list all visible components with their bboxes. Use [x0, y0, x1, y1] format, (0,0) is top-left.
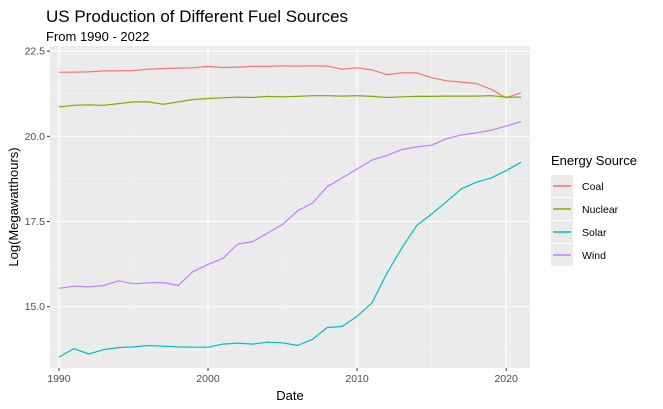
series-line-coal [58, 65, 522, 99]
gridlines [50, 46, 530, 368]
series-line-solar [58, 161, 522, 358]
x-tick-label: 2010 [345, 373, 369, 385]
chart-subtitle: From 1990 - 2022 [46, 29, 149, 44]
x-tick-label: 2020 [494, 373, 518, 385]
series-line-wind [58, 121, 522, 289]
x-axis-title: Date [276, 388, 303, 403]
chart-title: US Production of Different Fuel Sources [46, 7, 348, 26]
legend-label-nuclear: Nuclear [582, 204, 619, 216]
series-lines [58, 65, 522, 358]
x-tick-label: 1990 [47, 373, 71, 385]
y-tick-label: 17.5 [25, 216, 46, 228]
y-tick-label: 22.5 [25, 46, 46, 58]
legend-title: Energy Source [551, 153, 637, 168]
legend-label-wind: Wind [582, 250, 606, 262]
axis-ticks: 1990 2000 2010 2020 15.0 17.5 20.0 22.5 [25, 46, 518, 385]
series-line-nuclear [58, 95, 522, 108]
y-axis-title: Log(Megawatthours) [6, 147, 21, 266]
legend: Energy Source Coal Nuclear Solar Wind [551, 153, 637, 266]
y-tick-label: 15.0 [25, 301, 46, 313]
x-tick-label: 2000 [196, 373, 220, 385]
plot-panel [50, 46, 530, 368]
legend-label-solar: Solar [582, 227, 607, 239]
y-tick-label: 20.0 [25, 131, 46, 143]
legend-label-coal: Coal [582, 181, 604, 193]
